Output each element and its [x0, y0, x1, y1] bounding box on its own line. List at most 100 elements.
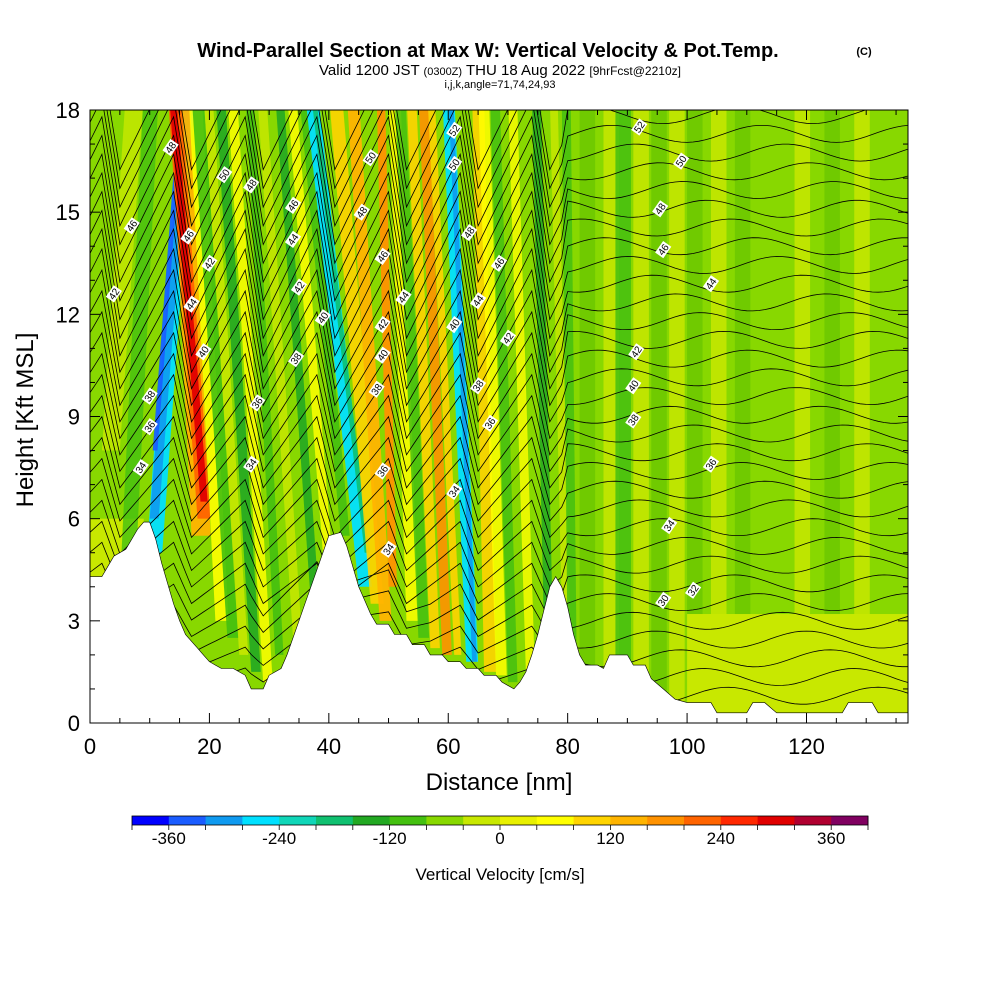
contour-label-box — [123, 217, 140, 235]
field-band — [579, 110, 596, 723]
theta-contours — [90, 110, 908, 705]
copyright-mark: (C) — [856, 46, 872, 58]
colorbar-swatch — [831, 816, 869, 825]
contour-label: 44 — [183, 295, 200, 313]
contour-label-box — [460, 223, 478, 242]
terrain-mask — [89, 521, 909, 724]
theta-contour-line — [90, 541, 908, 588]
contour-label: 50 — [216, 166, 233, 184]
contour-label-box — [499, 329, 517, 347]
contour-label: 36 — [249, 394, 266, 412]
field-band — [603, 110, 620, 723]
colorbar-swatch — [352, 816, 391, 825]
theta-contour-line — [106, 110, 908, 190]
velocity-streak — [330, 110, 384, 604]
chart-title: Wind-Parallel Section at Max W: Vertical… — [197, 40, 778, 62]
velocity-streak — [228, 110, 273, 683]
y-axis-label: Height [Kft MSL] — [12, 333, 39, 508]
theta-contour-line — [90, 110, 908, 209]
contour-label-box — [446, 315, 463, 334]
contour-label: 34 — [243, 455, 260, 473]
contour-label: 44 — [702, 275, 720, 293]
contour-label: 38 — [469, 377, 487, 395]
y-tick-label: 3 — [68, 609, 80, 634]
colorbar-tick-label: -360 — [152, 829, 186, 848]
theta-contour-line — [90, 115, 908, 228]
contour-label-box — [243, 176, 260, 194]
colorbar: -360 -240 -120 0 120 240 360 — [131, 815, 869, 848]
contour-label: 48 — [353, 203, 370, 221]
x-tick-label: 120 — [788, 734, 825, 759]
contour-label: 44 — [284, 230, 302, 249]
contour-label: 32 — [684, 581, 702, 599]
contour-label: 38 — [141, 387, 158, 405]
contour-label-box — [374, 462, 391, 480]
theta-contour-line — [90, 624, 908, 670]
chart-subtitle: Valid 1200 JST (0300Z) THU 18 Aug 2022 [… — [319, 62, 681, 79]
contour-label-box — [490, 254, 508, 272]
colorbar-swatch — [389, 816, 427, 825]
y-tick-label: 0 — [68, 711, 80, 736]
colorbar-swatch — [205, 816, 243, 825]
contour-label-box — [469, 292, 487, 310]
velocity-streak — [377, 110, 397, 587]
colorbar-swatch — [794, 816, 832, 825]
contour-label: 36 — [374, 462, 391, 480]
theta-contour-line — [90, 209, 908, 321]
x-tick-label: 60 — [436, 734, 460, 759]
theta-contour-line — [90, 582, 908, 638]
colorbar-swatch — [463, 816, 501, 825]
theta-contour-line — [90, 268, 908, 374]
x-tick-label: 40 — [317, 734, 341, 759]
theta-contour-line — [90, 310, 908, 407]
y-tick-label: 15 — [56, 200, 80, 225]
theta-contour-line — [90, 520, 908, 572]
theta-contour-line — [90, 478, 908, 539]
contour-label: 48 — [460, 223, 478, 242]
contour-label-box — [628, 343, 645, 361]
contour-label-box — [380, 540, 397, 558]
x-tick-label: 0 — [84, 734, 96, 759]
colorbar-swatch — [242, 816, 280, 825]
contour-label: 50 — [446, 155, 463, 174]
contour-label-box — [684, 581, 702, 599]
theta-contour-line — [90, 289, 908, 390]
velocity-streak — [288, 110, 332, 553]
velocity-streak — [478, 110, 507, 676]
contour-label-box — [314, 309, 332, 327]
grid-indices: i,j,k,angle=71,74,24,93 — [444, 79, 555, 91]
velocity-streak — [508, 110, 535, 672]
theta-contour-line — [90, 352, 908, 440]
contour-label: 34 — [380, 540, 397, 558]
contour-label-box — [162, 138, 179, 157]
contour-label-box — [249, 394, 266, 412]
x-tick-label: 20 — [197, 734, 221, 759]
colorbar-tick-label: 120 — [596, 829, 624, 848]
contour-label: 36 — [702, 455, 720, 473]
y-tick-label: 18 — [56, 98, 80, 123]
contour-label-box — [481, 414, 499, 432]
colorbar-swatch — [573, 816, 611, 825]
contour-label: 38 — [625, 411, 642, 429]
theta-contour-line — [90, 603, 908, 654]
y-tick-label: 12 — [56, 302, 80, 327]
contour-label: 46 — [655, 240, 672, 259]
contour-label: 52 — [446, 121, 463, 140]
contour-label: 50 — [362, 149, 379, 167]
contour-label-box — [141, 387, 158, 405]
contour-label-box — [290, 278, 308, 296]
contour-label: 46 — [123, 217, 141, 235]
contour-label-box — [702, 275, 720, 293]
colorbar-tick-label: -120 — [373, 829, 407, 848]
contour-label-box — [180, 227, 197, 245]
velocity-streak — [428, 110, 462, 655]
colorbar-swatch — [316, 816, 354, 825]
x-tick-label: 80 — [555, 734, 579, 759]
field-band — [794, 110, 811, 723]
theta-contour-line — [90, 436, 908, 506]
contour-label: 40 — [446, 315, 463, 334]
contour-label: 34 — [661, 516, 678, 535]
colorbar-swatch — [426, 816, 464, 825]
contour-label: 46 — [374, 247, 391, 266]
contour-label-box — [368, 380, 385, 398]
